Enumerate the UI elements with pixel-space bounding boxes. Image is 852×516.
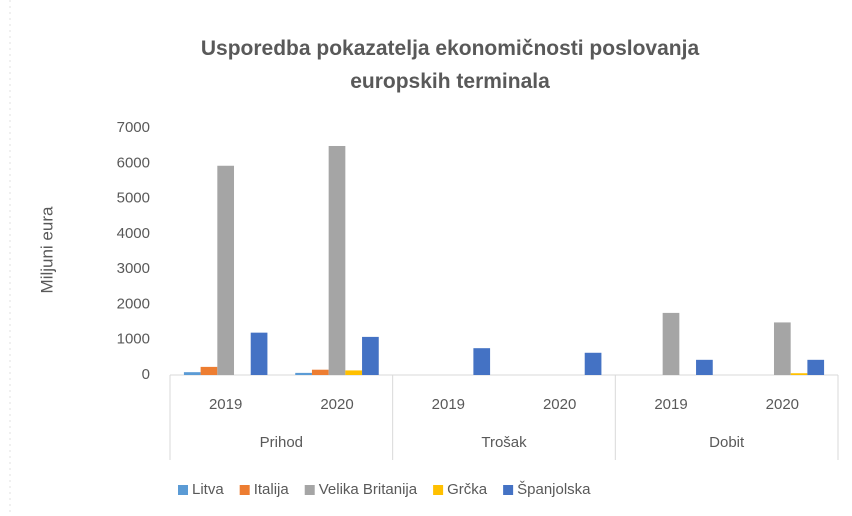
chart-title: Usporedba pokazatelja ekonomičnosti posl… (200, 37, 700, 93)
y-tick-label: 2000 (117, 295, 150, 312)
y-axis-label: Miljuni eura (37, 206, 56, 293)
legend-label: Italija (254, 481, 290, 498)
x-tick-label: 2019 (209, 396, 242, 413)
legend-label: Velika Britanija (319, 481, 418, 498)
y-tick-label: 6000 (117, 154, 150, 171)
bar (362, 336, 379, 375)
legend-label: Španjolska (517, 481, 591, 498)
bar (584, 352, 602, 375)
x-tick-label: 2020 (543, 396, 576, 413)
bar (345, 370, 363, 375)
bar (790, 373, 808, 375)
legend-label: Litva (192, 481, 224, 498)
x-tick-label: 2020 (766, 396, 799, 413)
x-tick-label: 2019 (654, 396, 687, 413)
bar (250, 332, 268, 375)
bar (200, 366, 218, 375)
y-tick-label: 0 (142, 366, 150, 383)
bar (311, 369, 329, 375)
legend-swatch (178, 485, 188, 495)
bar (696, 359, 713, 375)
group-label: Trošak (481, 434, 527, 451)
group-label: Prihod (260, 434, 303, 451)
group-label: Dobit (709, 434, 745, 451)
y-tick-label: 5000 (117, 190, 150, 207)
bar (217, 165, 235, 375)
bar (328, 145, 346, 375)
bar (662, 312, 680, 375)
legend-swatch (239, 485, 250, 495)
y-tick-label: 7000 (117, 119, 150, 136)
legend-swatch (503, 485, 514, 495)
bar (773, 322, 791, 375)
y-tick-label: 3000 (117, 260, 150, 277)
x-tick-label: 2020 (320, 396, 353, 413)
y-tick-label: 1000 (117, 331, 150, 348)
y-tick-label: 4000 (117, 225, 150, 242)
legend-label: Grčka (447, 481, 488, 498)
bar (473, 348, 491, 375)
x-tick-label: 2019 (432, 396, 465, 413)
legend-swatch (304, 485, 315, 495)
legend-swatch (433, 485, 444, 495)
bar (295, 372, 312, 375)
bar (183, 372, 201, 375)
bar (807, 359, 825, 375)
